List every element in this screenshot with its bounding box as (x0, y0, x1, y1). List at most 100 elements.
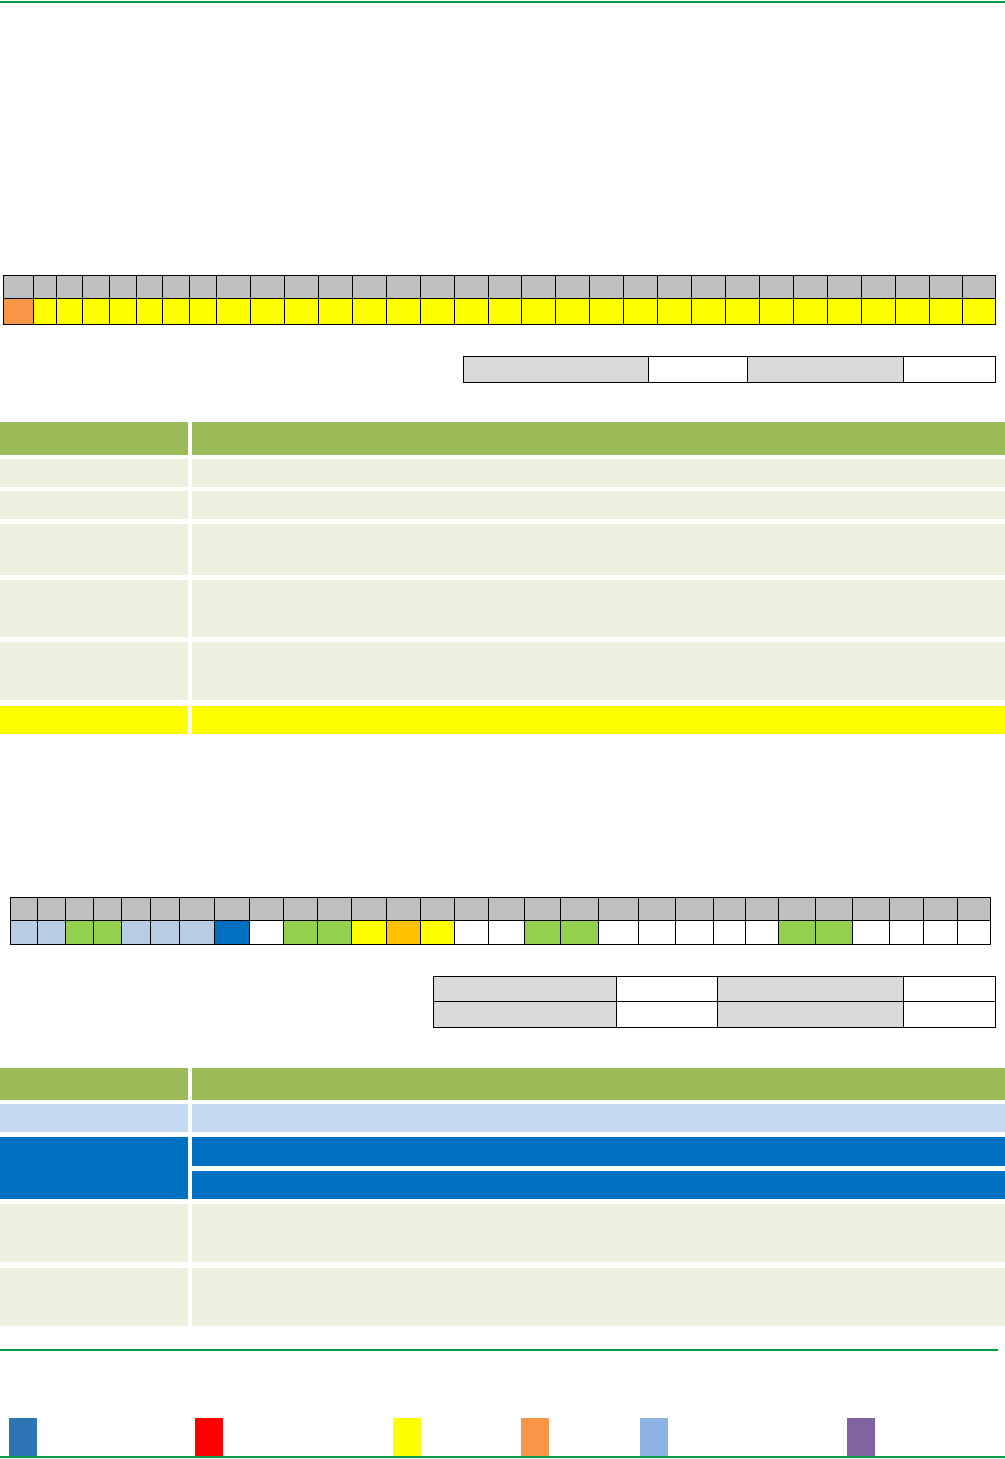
day-header-cell (623, 275, 658, 299)
day-header-cell (524, 897, 561, 921)
day-header-cell (150, 897, 180, 921)
cell (192, 491, 1005, 519)
header-cell (0, 1068, 188, 1100)
divider-rule (0, 1349, 998, 1351)
summary-table (463, 356, 996, 383)
cell (747, 356, 904, 383)
header-cell (192, 1068, 1005, 1100)
day-cell (560, 920, 599, 945)
header-cell (0, 422, 188, 455)
day-header-cell (65, 897, 94, 921)
day-header-cell (929, 275, 963, 299)
legend-swatch (847, 1418, 875, 1456)
cell (648, 356, 748, 383)
day-cell (638, 920, 676, 945)
cell (192, 1268, 1005, 1326)
day-cell (386, 298, 421, 325)
day-cell (488, 920, 525, 945)
cell (903, 356, 996, 383)
day-header-cell (454, 275, 489, 299)
highlight-cell (0, 706, 188, 734)
day-header-cell (93, 897, 122, 921)
cell (192, 459, 1005, 487)
info-table (0, 1068, 1005, 1326)
day-header-cell (317, 897, 352, 921)
day-cell (351, 920, 387, 945)
day-header-cell (657, 275, 692, 299)
day-cell (179, 920, 215, 945)
day-cell (33, 298, 57, 325)
day-header-cell (189, 275, 217, 299)
cell (0, 1104, 188, 1132)
day-header-cell (283, 897, 318, 921)
cell (192, 524, 1005, 575)
day-cell (189, 298, 217, 325)
day-header-cell (725, 275, 760, 299)
day-cell (598, 920, 639, 945)
day-cell (136, 298, 163, 325)
day-header-cell (3, 275, 34, 299)
day-header-cell (638, 897, 676, 921)
top-rule (0, 1, 1005, 3)
day-cell (713, 920, 746, 945)
cell (903, 1001, 996, 1028)
cell (192, 580, 1005, 637)
day-header-cell (521, 275, 556, 299)
day-header-cell (598, 897, 639, 921)
day-cell (420, 298, 455, 325)
cell (616, 1001, 718, 1028)
day-cell (793, 298, 828, 325)
day-header-cell (121, 897, 151, 921)
day-header-cell (889, 897, 924, 921)
day-header-cell (778, 897, 816, 921)
day-cell (759, 298, 794, 325)
day-header-cell (216, 275, 251, 299)
summary-table (433, 976, 996, 1028)
legend-swatch (640, 1418, 668, 1456)
day-cell (93, 920, 122, 945)
day-cell (216, 298, 251, 325)
day-cell (524, 920, 561, 945)
day-cell (454, 920, 489, 945)
day-header-cell (214, 897, 250, 921)
day-cell (589, 298, 624, 325)
day-header-cell (454, 897, 489, 921)
day-header-cell (56, 275, 83, 299)
cell (717, 976, 904, 1002)
day-cell (827, 298, 862, 325)
day-cell (957, 920, 991, 945)
day-cell (852, 920, 890, 945)
cell (192, 642, 1005, 700)
day-cell (214, 920, 250, 945)
day-header-cell (691, 275, 726, 299)
day-header-cell (10, 897, 38, 921)
day-header-cell (162, 275, 190, 299)
day-header-cell (37, 897, 66, 921)
day-cell (623, 298, 658, 325)
day-header-cell (957, 897, 991, 921)
cell (433, 976, 617, 1002)
day-header-cell (386, 897, 421, 921)
day-cell (121, 920, 151, 945)
cell (717, 1001, 904, 1028)
day-header-cell (488, 897, 525, 921)
day-header-cell (895, 275, 930, 299)
day-cell (454, 298, 489, 325)
day-header-cell (420, 897, 455, 921)
day-cell (929, 298, 963, 325)
cell (192, 1137, 1005, 1166)
day-cell (725, 298, 760, 325)
cell (0, 1137, 188, 1199)
day-cell (657, 298, 692, 325)
cell (616, 976, 718, 1002)
legend-swatch (393, 1418, 421, 1456)
cell (0, 642, 188, 700)
day-cell (691, 298, 726, 325)
day-cell (65, 920, 94, 945)
day-cell (318, 298, 353, 325)
legend-swatch (9, 1418, 37, 1456)
day-header-cell (675, 897, 714, 921)
day-header-cell (713, 897, 746, 921)
